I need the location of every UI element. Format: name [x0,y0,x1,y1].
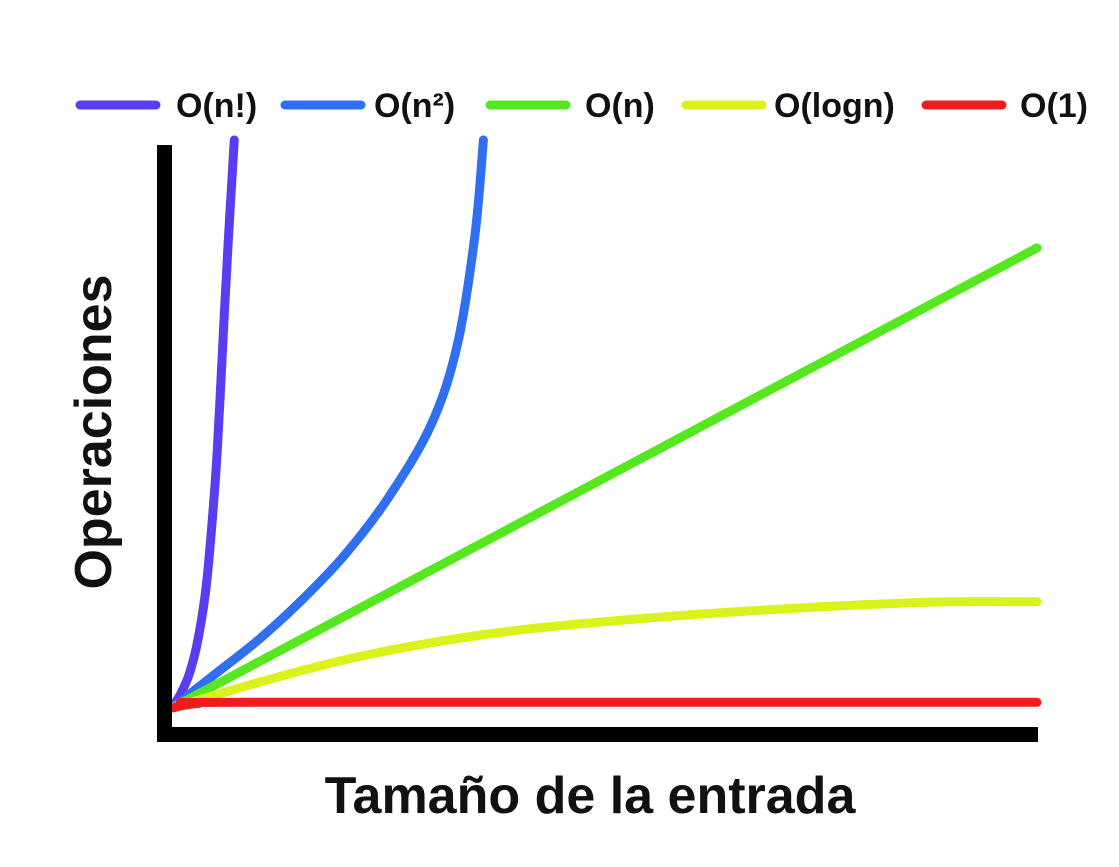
legend-label-o-n2: O(n²) [374,87,455,125]
legend-label-o-n-factorial: O(n!) [176,87,257,125]
y-axis-title: Operaciones [65,274,123,589]
series-line-o-logn [167,597,1042,713]
series-line-o-n2 [167,135,488,713]
x-axis-title: Tamaño de la entrada [325,767,857,825]
legend-label-o-n: O(n) [585,87,655,125]
x-axis-line [157,727,1038,742]
plot-area [167,135,1042,713]
legend: O(n!) O(n²) O(n) O(logn) O(1) [75,87,1088,125]
legend-label-o-logn: O(logn) [774,87,895,125]
series-line-o-n [167,243,1042,713]
y-axis-line [157,145,172,742]
axes [157,145,1038,742]
series-line-o-n-factorial [167,135,239,713]
series-line-o-1 [167,697,1042,713]
legend-label-o-1: O(1) [1020,87,1088,125]
